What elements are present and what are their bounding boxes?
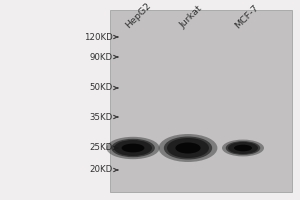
Ellipse shape	[106, 137, 160, 159]
Text: MCF-7: MCF-7	[234, 3, 261, 30]
Ellipse shape	[234, 145, 252, 151]
Ellipse shape	[164, 136, 212, 160]
Text: 120KD: 120KD	[84, 32, 113, 42]
Text: 25KD: 25KD	[90, 144, 113, 152]
Text: 20KD: 20KD	[90, 166, 113, 174]
Ellipse shape	[111, 139, 155, 157]
Text: 50KD: 50KD	[90, 84, 113, 92]
Bar	[110, 10, 292, 192]
Text: 90KD: 90KD	[90, 52, 113, 62]
Ellipse shape	[226, 141, 260, 155]
Ellipse shape	[222, 140, 264, 156]
Text: Jurkat: Jurkat	[178, 4, 205, 30]
Ellipse shape	[159, 134, 218, 162]
Ellipse shape	[228, 142, 258, 154]
Ellipse shape	[167, 138, 209, 158]
Text: HepG2: HepG2	[124, 1, 153, 30]
Text: 35KD: 35KD	[90, 112, 113, 121]
Ellipse shape	[122, 144, 144, 152]
Ellipse shape	[176, 142, 201, 154]
Ellipse shape	[114, 140, 152, 156]
